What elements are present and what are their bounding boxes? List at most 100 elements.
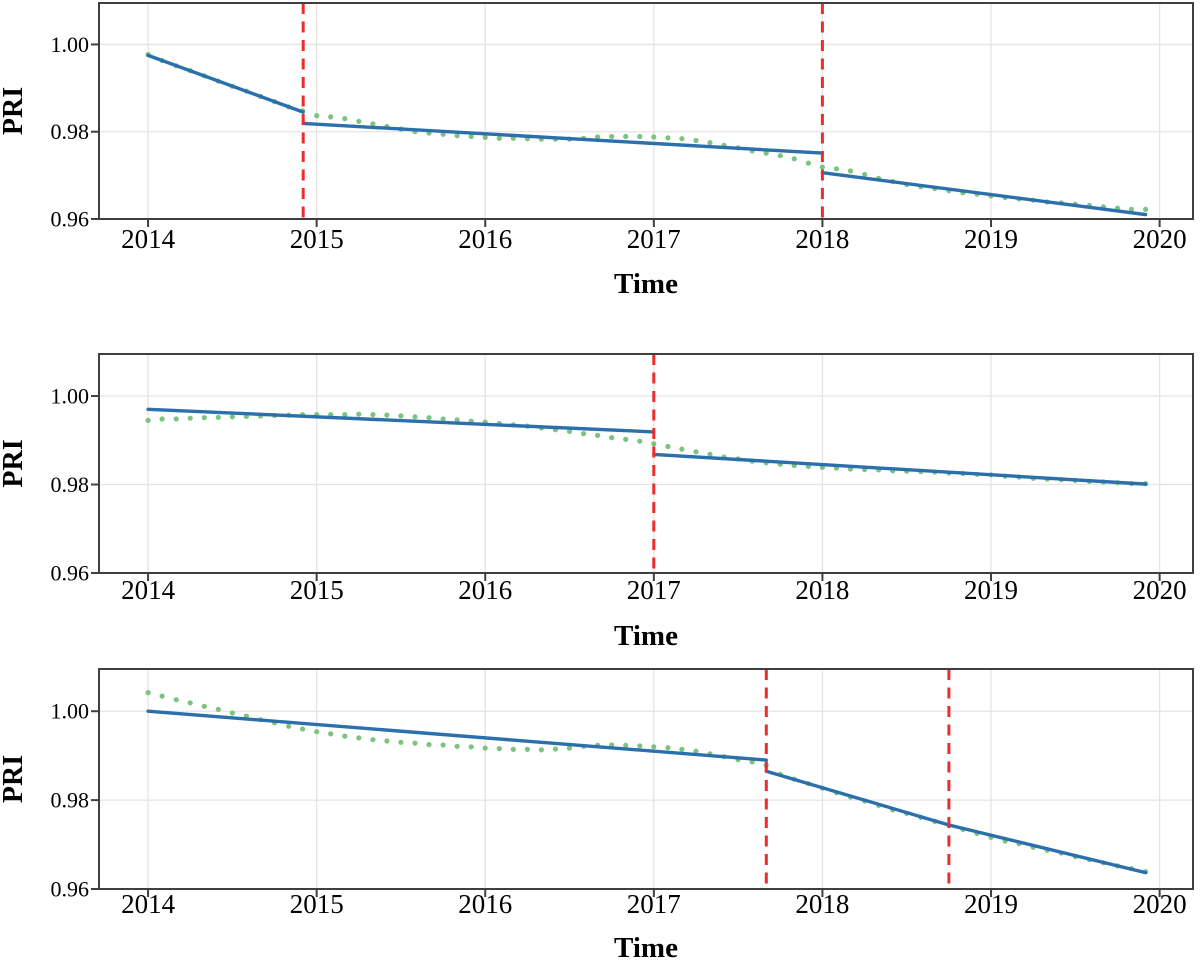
scatter-dot [566,745,573,751]
x-tick-label: 2019 [964,575,1018,605]
x-tick-label: 2018 [795,575,849,605]
trend-line [146,407,1148,486]
plot-border [98,2,1194,220]
scatter-dot [665,135,671,141]
scatter-dot [609,435,615,441]
plot-border [98,353,1194,574]
trend-segment [146,709,768,762]
scatter-dot [187,700,193,706]
scatter-dot [440,416,446,422]
scatter-dot [187,415,193,421]
scatter-dot [159,693,165,699]
y-tick-label: 0.96 [51,877,90,902]
scatter-dot [342,116,348,122]
trend-segment [301,121,825,155]
scatter-dot [159,416,165,422]
scatter-dot [468,744,474,750]
scatter-dot [412,740,418,746]
x-tick-label: 2017 [627,889,681,919]
scatter-dot [286,723,292,729]
scatter-dot [314,113,320,119]
scatter-dot [524,746,531,753]
scatter-dot [496,746,502,752]
scatter-dot [342,412,348,418]
scatter-dot [370,737,376,743]
x-tick-label: 2015 [290,889,344,919]
scatter-dot [370,412,376,418]
scatter-dot [637,133,643,140]
trend-line [146,709,1148,875]
scatter-dot [468,133,474,140]
panel-top: 2014 2015 2016 2017 2018 2019 2020 0.96 0.98 1.00… [0,2,1194,300]
scatter-dot [328,114,334,120]
x-tick-label: 2016 [458,224,512,254]
scatter-dot [398,739,404,745]
scatter-dot [1128,206,1135,212]
trend-segment [146,407,656,434]
scatter-dot [623,742,629,749]
panel-middle: 2014 2015 2016 2017 2018 2019 2020 0.96 0.98 1.00… [0,353,1194,652]
scatter-dot [693,449,699,455]
scatter-dot [595,134,601,140]
x-tick-label: 2016 [458,889,512,919]
scatter-dot [356,735,362,741]
scatter-dot [566,428,573,434]
y-tick-label: 0.96 [51,561,90,586]
y-tick-label: 0.96 [51,207,90,232]
scatter-dot [609,133,615,140]
scatter-dot [314,729,320,735]
panel-bottom: 2014 2015 2016 2017 2018 2019 2020 0.96 0.98 1.00… [0,668,1194,964]
scatter-dot [581,431,587,437]
x-tick-label: 2019 [964,889,1018,919]
scatter-dot [215,414,221,420]
x-tick-label: 2020 [1133,575,1187,605]
scatter-dot [805,160,812,166]
trend-segment [652,452,1148,486]
x-axis-title: Time [614,620,678,652]
scatter-dot [595,432,601,438]
scatter-dot [482,745,488,751]
x-axis-title: Time [614,268,678,300]
scatter-dot [201,703,207,709]
x-tick-label: 2020 [1133,889,1187,919]
scatter-dot [300,726,306,732]
scatter-dot [496,135,502,141]
scatter-dot [215,706,221,713]
scatter-dot [538,747,545,753]
scatter-dot [693,137,699,144]
scatter-dot [693,748,699,754]
scatter-dot [623,133,629,140]
scatter-dot [356,118,362,124]
scatter-dot [454,133,460,139]
scatter-dot [552,746,559,752]
scatter-dot [819,164,826,170]
scatter-dot [777,153,783,159]
scatter-dot [384,412,390,418]
scatter-dot [342,733,348,739]
y-axis-title: PRI [0,439,29,487]
x-tick-label: 2015 [290,575,344,605]
scatter-dot [665,745,671,751]
y-tick-label: 1.00 [51,699,90,724]
scatter-dot [482,134,488,140]
scatter-dot [440,742,446,748]
scatter-dot [173,697,179,703]
scatter-dot [679,136,685,142]
x-tick-label: 2014 [121,889,176,919]
trend-segment [764,769,951,827]
scatter-dot [398,413,404,419]
scatter-dot [328,731,334,737]
scatter-dot [637,743,643,749]
scatter-dot [637,438,643,444]
scatter-dot [412,414,418,420]
x-tick-label: 2017 [627,575,681,605]
scatter-dot [370,121,376,127]
x-tick-label: 2017 [627,224,681,254]
plot-border [98,668,1194,890]
y-tick-label: 1.00 [51,32,90,57]
scatter-dot [229,710,235,716]
scatter-series [145,690,1149,875]
scatter-dot [651,441,657,447]
